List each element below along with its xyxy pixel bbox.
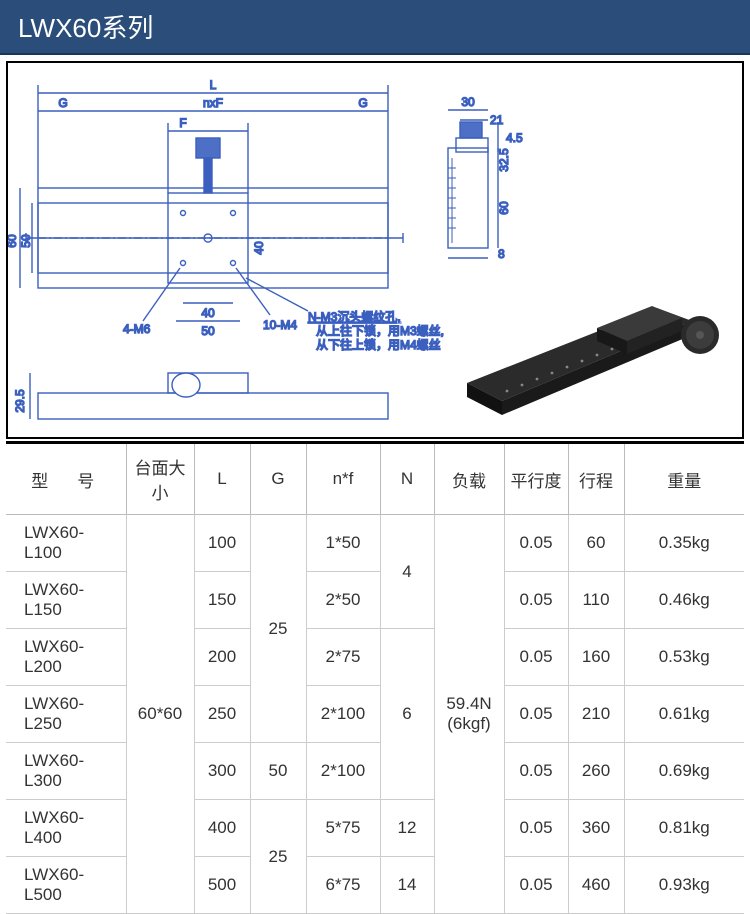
- dim-60: 60: [8, 234, 19, 248]
- cell-N-1: 4: [380, 515, 434, 629]
- col-nf: n*f: [306, 444, 380, 515]
- cell-G-2: 50: [250, 743, 306, 800]
- cell-N-3: 12: [380, 800, 434, 857]
- table-row: LWX60-L200 200 2*75 6 0.05 160 0.53kg: [6, 629, 744, 686]
- cell-N-2: 6: [380, 629, 434, 800]
- dim-21: 21: [490, 113, 504, 127]
- dim-50b: 50: [201, 324, 215, 338]
- note-line3: 从下往上锁，用M4螺丝: [316, 337, 441, 352]
- dim-30: 30: [461, 95, 475, 109]
- cell-load: 59.4N (6kgf): [434, 515, 504, 914]
- col-N: N: [380, 444, 434, 515]
- dim-45: 4.5: [506, 131, 523, 145]
- note-line2: 从上往下锁，用M3螺丝,: [316, 323, 444, 338]
- col-platform: 台面大小: [126, 444, 194, 515]
- product-photo: [447, 263, 732, 423]
- dim-8: 8: [498, 247, 505, 261]
- dim-50: 50: [19, 234, 33, 248]
- col-G: G: [250, 444, 306, 515]
- table-row: LWX60-L100 60*60 100 25 1*50 4 59.4N (6k…: [6, 515, 744, 572]
- dim-L: L: [210, 78, 217, 92]
- table-row: LWX60-L500 500 6*75 14 0.05 460 0.93kg: [6, 857, 744, 914]
- dim-G-left: G: [58, 96, 67, 110]
- dim-s60: 60: [497, 201, 511, 215]
- dim-G-right: G: [358, 96, 367, 110]
- dim-40: 40: [201, 306, 215, 320]
- engineering-diagram: L G nxF G F 60 50 40 50 4: [6, 61, 744, 439]
- note-line1: N-M3沉头螺纹孔,: [308, 310, 401, 324]
- table-row: LWX60-L300 300 50 2*100 0.05 260 0.69kg: [6, 743, 744, 800]
- cell-G-1: 25: [250, 515, 306, 743]
- table-row: LWX60-L250 250 2*100 0.05 210 0.61kg: [6, 686, 744, 743]
- col-weight: 重量: [624, 444, 744, 515]
- tag-10M4: 10-M4: [263, 318, 297, 332]
- cell-N-4: 14: [380, 857, 434, 914]
- cell-G-3: 25: [250, 800, 306, 914]
- dim-325: 32.5: [497, 148, 511, 172]
- cell-platform-size: 60*60: [126, 515, 194, 914]
- col-load: 负载: [434, 444, 504, 515]
- table-row: LWX60-L400 400 25 5*75 12 0.05 360 0.81k…: [6, 800, 744, 857]
- table-row: LWX60-L150 150 2*50 0.05 110 0.46kg: [6, 572, 744, 629]
- page-title: LWX60系列: [0, 0, 750, 55]
- dim-F: F: [179, 116, 186, 130]
- dim-295: 29.5: [13, 389, 27, 413]
- col-parallel: 平行度: [504, 444, 568, 515]
- spec-table: 型 号 台面大小 L G n*f N 负载 平行度 行程 重量 LWX60-L1…: [6, 444, 744, 914]
- dim-nxF: nxF: [203, 96, 223, 110]
- col-model: 型 号: [6, 444, 126, 515]
- tag-4M6: 4-M6: [123, 322, 151, 336]
- dim-40v: 40: [252, 241, 266, 255]
- col-travel: 行程: [568, 444, 624, 515]
- col-L: L: [194, 444, 250, 515]
